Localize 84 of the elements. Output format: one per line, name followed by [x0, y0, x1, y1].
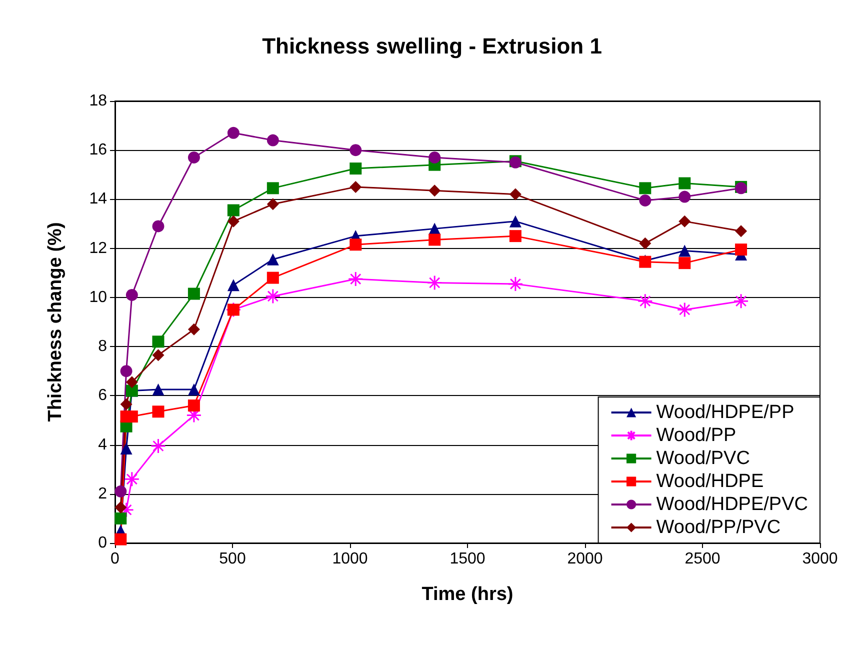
legend-label: Wood/PP — [656, 425, 736, 446]
point — [678, 244, 691, 257]
point — [678, 257, 691, 270]
point — [676, 302, 692, 318]
point — [508, 276, 524, 292]
point — [509, 215, 522, 228]
y-tick-label: 14 — [89, 190, 108, 208]
point — [639, 237, 652, 250]
point — [120, 398, 132, 410]
x-tick-label: 500 — [219, 550, 246, 568]
point — [152, 349, 164, 362]
point — [265, 288, 281, 304]
x-tick-label: 2000 — [567, 550, 603, 568]
point — [266, 182, 279, 194]
point — [266, 198, 279, 210]
point — [426, 274, 442, 290]
y-tick-label: 18 — [89, 92, 108, 110]
point — [678, 190, 691, 203]
point — [188, 384, 200, 396]
y-tick-label: 6 — [98, 387, 108, 404]
point — [735, 244, 748, 256]
point — [227, 279, 240, 292]
legend-label: Wood/PVC — [656, 448, 750, 469]
y-tick-label: 10 — [89, 288, 108, 306]
point — [350, 180, 362, 193]
point — [126, 288, 138, 301]
x-tick-label: 3000 — [802, 550, 838, 568]
y-axis-title: Thickness change (%) — [45, 222, 66, 422]
point — [509, 230, 522, 242]
y-tick-label: 4 — [98, 436, 108, 454]
point — [678, 215, 691, 228]
point — [188, 151, 200, 164]
point — [126, 376, 138, 388]
y-tick-label: 2 — [98, 485, 108, 502]
point — [114, 512, 127, 524]
point — [735, 225, 748, 238]
point — [188, 399, 200, 412]
point — [152, 406, 164, 418]
y-tick-label: 12 — [89, 240, 108, 257]
point — [637, 293, 653, 309]
point — [509, 188, 522, 200]
x-tick-label: 2500 — [684, 550, 720, 568]
y-tick-label: 0 — [98, 534, 108, 552]
legend-label: Wood/HDPE — [656, 471, 764, 492]
legend-label: Wood/PP/PVC — [656, 517, 781, 538]
point — [150, 438, 166, 454]
point — [428, 184, 441, 197]
y-tick-label: 16 — [89, 142, 108, 159]
y-tick-label: 8 — [98, 338, 108, 356]
point — [227, 215, 240, 228]
point — [124, 471, 140, 487]
x-tick-label: 1500 — [450, 550, 486, 568]
x-axis-title: Time (hrs) — [422, 584, 514, 605]
point — [152, 220, 164, 232]
point — [227, 126, 240, 139]
point — [126, 410, 138, 423]
legend-label: Wood/HDPE/PVC — [656, 494, 808, 515]
point — [114, 485, 127, 498]
point — [266, 272, 279, 284]
point — [120, 365, 132, 378]
chart-title: Thickness swelling - Extrusion 1 — [262, 34, 602, 58]
x-tick-label: 1000 — [332, 550, 368, 568]
point — [348, 271, 364, 287]
point — [350, 144, 362, 156]
point — [266, 134, 279, 146]
point — [114, 533, 127, 546]
point — [266, 253, 279, 266]
point — [678, 177, 691, 190]
point — [639, 182, 652, 194]
point — [350, 162, 362, 175]
point — [639, 194, 652, 206]
point — [188, 288, 200, 300]
point — [114, 501, 127, 514]
point — [152, 384, 164, 396]
point — [120, 442, 132, 454]
point — [428, 151, 441, 164]
point — [188, 323, 200, 336]
point — [152, 336, 164, 348]
point — [227, 204, 240, 216]
legend-label: Wood/HDPE/PP — [656, 402, 794, 423]
point — [350, 238, 362, 251]
point — [428, 234, 441, 246]
point — [733, 293, 749, 309]
x-tick-label: 0 — [110, 550, 120, 568]
